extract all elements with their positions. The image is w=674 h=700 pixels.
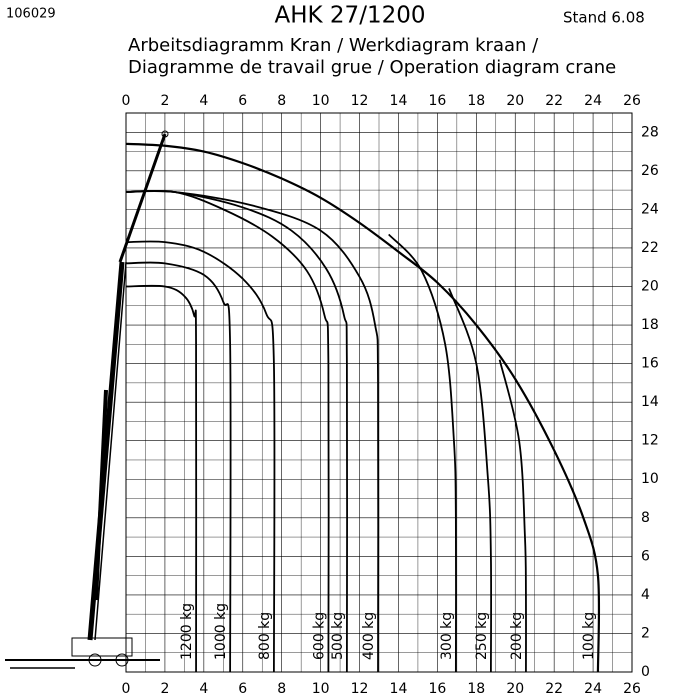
x-tick-label: 14 — [390, 93, 408, 109]
truck-body — [71, 637, 133, 657]
load-curve — [125, 190, 380, 673]
load-curve — [125, 240, 276, 673]
y-tick-label: 10 — [641, 471, 659, 487]
x-tick-label: 8 — [277, 681, 286, 697]
code: 106029 — [6, 7, 56, 22]
x-tick-label: 24 — [584, 681, 602, 697]
load-curve — [125, 142, 601, 673]
subtitle: Arbeitsdiagramm Kran / Werkdiagram kraan… — [128, 35, 539, 56]
y-tick-label: 24 — [641, 201, 659, 217]
curve-label: 1200 kg — [179, 603, 195, 660]
load-curve — [125, 190, 349, 673]
curve-label: 250 kg — [474, 612, 490, 660]
load-curve — [125, 284, 198, 673]
y-tick-label: 0 — [641, 664, 650, 680]
boom-head — [161, 130, 169, 138]
x-tick-label: 10 — [312, 681, 330, 697]
y-tick-label: 12 — [641, 433, 659, 449]
x-tick-label: 16 — [428, 93, 446, 109]
curve-label: 1000 kg — [213, 603, 229, 660]
x-tick-label: 2 — [160, 93, 169, 109]
load-curve — [498, 359, 527, 673]
crane — [5, 130, 169, 669]
x-tick-label: 16 — [428, 681, 446, 697]
y-tick-label: 22 — [641, 240, 659, 256]
load-curve — [388, 233, 457, 673]
curve-label: 800 kg — [257, 612, 273, 660]
chart-title: AHK 27/1200 — [275, 3, 426, 29]
y-tick-label: 4 — [641, 587, 650, 603]
x-tick-label: 26 — [623, 93, 641, 109]
curve-label: 200 kg — [509, 612, 525, 660]
x-tick-label: 0 — [122, 93, 131, 109]
x-tick-label: 2 — [160, 681, 169, 697]
x-tick-label: 0 — [122, 681, 131, 697]
curve-label: 500 kg — [330, 612, 346, 660]
x-tick-label: 6 — [238, 681, 247, 697]
x-tick-label: 20 — [506, 93, 524, 109]
load-curve — [448, 288, 493, 673]
y-tick-label: 6 — [641, 548, 650, 564]
boom — [94, 261, 127, 641]
x-tick-label: 18 — [467, 93, 485, 109]
curve-label: 400 kg — [361, 612, 377, 660]
stand: Stand 6.08 — [563, 9, 645, 27]
x-tick-label: 4 — [199, 93, 208, 109]
x-tick-label: 4 — [199, 681, 208, 697]
curve-label: 300 kg — [439, 612, 455, 660]
subtitle: Diagramme de travail grue / Operation di… — [128, 57, 616, 78]
x-tick-label: 22 — [545, 93, 563, 109]
x-tick-label: 24 — [584, 93, 602, 109]
load-curve — [125, 189, 330, 673]
x-tick-label: 12 — [351, 681, 369, 697]
y-tick-label: 2 — [641, 625, 650, 641]
x-tick-label: 14 — [390, 681, 408, 697]
curve-label: 600 kg — [311, 612, 327, 660]
cylinder — [94, 389, 108, 601]
x-tick-label: 8 — [277, 93, 286, 109]
x-tick-label: 6 — [238, 93, 247, 109]
x-tick-label: 22 — [545, 681, 563, 697]
y-tick-label: 16 — [641, 356, 659, 372]
y-tick-label: 26 — [641, 163, 659, 179]
x-tick-label: 10 — [312, 93, 330, 109]
y-tick-label: 20 — [641, 278, 659, 294]
x-tick-label: 12 — [351, 93, 369, 109]
x-tick-label: 26 — [623, 681, 641, 697]
y-tick-label: 28 — [641, 124, 659, 140]
plot: 1200 kg 1000 kg 800 kg 600 kg 500 kg 400 kg 30… — [125, 112, 633, 673]
boom-tip — [118, 133, 167, 263]
x-tick-label: 18 — [467, 681, 485, 697]
curve-label: 100 kg — [581, 612, 597, 660]
load-curve — [125, 261, 232, 673]
y-tick-label: 14 — [641, 394, 659, 410]
x-tick-label: 20 — [506, 681, 524, 697]
y-tick-label: 18 — [641, 317, 659, 333]
y-tick-label: 8 — [641, 510, 650, 526]
